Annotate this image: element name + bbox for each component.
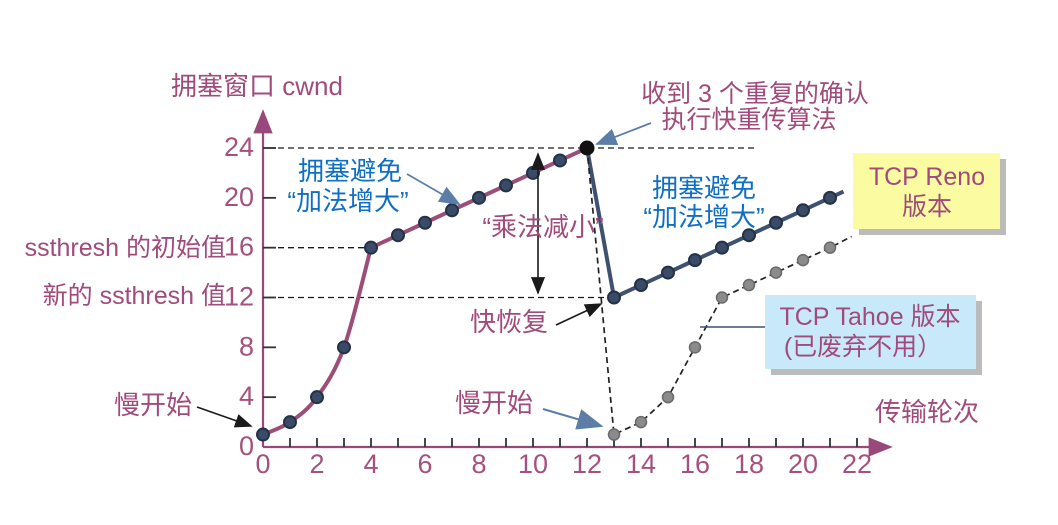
- tahoe-box: [765, 295, 976, 369]
- tcp-reno-fast-recovery-point-15: [661, 265, 675, 280]
- congestion-avoidance-2-line2: “加法增大”: [643, 202, 764, 232]
- reno-box: [853, 153, 1000, 229]
- reno-slow-start-and-congestion-avoidance-point-6: [418, 215, 432, 230]
- reno-slow-start-and-congestion-avoidance-point-3: [337, 340, 351, 355]
- slow-start-mid-label: 慢开始: [455, 388, 533, 418]
- x-tick-label-22: 22: [842, 449, 872, 479]
- tcp-tahoe-point-14: [634, 415, 648, 429]
- data-series: [256, 140, 852, 442]
- x-tick-label-8: 8: [471, 449, 486, 479]
- reno-slow-start-and-congestion-avoidance-point-2: [310, 390, 324, 405]
- dashed-guide-lines: [268, 147, 758, 299]
- reno-slow-start-and-congestion-avoidance-point-7: [445, 203, 459, 218]
- y-tick-label-8: 8: [239, 331, 254, 361]
- reno-box-line1: TCP Reno: [869, 163, 985, 191]
- slow-start-mid-arrow: [542, 407, 604, 430]
- x-tick-label-4: 4: [363, 449, 378, 479]
- tcp-tahoe-point-20: [796, 253, 810, 267]
- tcp-tahoe-point-21: [823, 241, 837, 254]
- tcp-reno-fast-recovery-point-14: [634, 278, 648, 293]
- tcp-tahoe-point-15: [661, 390, 675, 404]
- slow-start-left-label: 慢开始: [114, 390, 192, 420]
- congestion-avoidance-2-line1: 拥塞避免: [652, 173, 756, 203]
- fast-recovery-arrow: [555, 303, 603, 326]
- y-tick-label-4: 4: [239, 381, 254, 411]
- x-tick-label-18: 18: [734, 449, 764, 479]
- x-tick-label-12: 12: [572, 449, 602, 479]
- reno-slow-start-and-congestion-avoidance-point-0: [256, 427, 270, 442]
- reno-slow-start-and-congestion-avoidance-point-4: [364, 240, 378, 255]
- reno-slow-start-and-congestion-avoidance-point-11: [553, 153, 567, 168]
- tcp-tahoe-point-17: [715, 291, 729, 304]
- congestion-avoidance-1-line2: “加法增大”: [287, 186, 408, 216]
- multiplicative-decrease-label: “乘法减小”: [482, 212, 603, 242]
- congestion-avoidance-1-line1: 拥塞避免: [298, 156, 402, 186]
- reno-box-line2: 版本: [902, 193, 952, 221]
- dup-ack-arrow: [594, 122, 652, 146]
- y-tick-label-16: 16: [224, 232, 254, 262]
- tcp-reno-fast-recovery-point-13: [607, 290, 621, 305]
- x-tick-label-0: 0: [255, 449, 270, 479]
- tcp-reno-fast-recovery-point-17: [715, 240, 729, 255]
- tcp-tahoe-point-19: [769, 266, 783, 279]
- x-tick-label-16: 16: [680, 449, 710, 479]
- y-tick-label-12: 12: [224, 282, 254, 312]
- x-tick-label-10: 10: [518, 449, 548, 479]
- slow-start-left-arrow: [196, 406, 253, 428]
- y-tick-label-20: 20: [224, 182, 254, 212]
- ssthresh-initial-label: ssthresh 的初始值: [25, 234, 226, 262]
- x-tick-label-14: 14: [626, 449, 656, 479]
- x-tick-label-2: 2: [309, 449, 324, 479]
- tcp-reno-fast-recovery-point-16: [688, 253, 702, 268]
- tcp-reno-fast-recovery-point-20: [796, 203, 810, 218]
- reno-slow-start-and-congestion-avoidance-point-12: [579, 140, 595, 156]
- fast-recovery-label: 快恢复: [470, 307, 548, 337]
- tcp-tahoe-point-16: [688, 341, 702, 354]
- tahoe-box-line2: (已废弃不用）: [784, 333, 942, 361]
- tcp-reno-fast-recovery-point-18: [742, 228, 756, 243]
- dup-ack-line2: 执行快重传算法: [661, 106, 836, 134]
- tcp-tahoe-point-13: [607, 428, 621, 441]
- reno-slow-start-and-congestion-avoidance-point-1: [283, 415, 297, 430]
- y-axis-title: 拥塞窗口 cwnd: [171, 71, 343, 101]
- congestion-avoidance-1-arrow: [406, 173, 461, 206]
- tahoe-box-line1: TCP Tahoe 版本: [779, 303, 960, 331]
- dup-ack-line1: 收到 3 个重复的确认: [641, 80, 869, 108]
- x-tick-label-6: 6: [417, 449, 432, 479]
- tcp-tahoe-point-18: [742, 278, 756, 292]
- reno-slow-start-and-congestion-avoidance-point-5: [391, 228, 405, 243]
- reno-slow-start-and-congestion-avoidance-point-8: [472, 190, 486, 205]
- y-tick-label-24: 24: [224, 132, 254, 162]
- tcp-reno-fast-recovery-point-19: [769, 215, 783, 230]
- x-axis-title: 传输轮次: [875, 397, 979, 427]
- y-tick-label-0: 0: [239, 431, 254, 461]
- ssthresh-new-label: 新的 ssthresh 值: [43, 282, 226, 310]
- x-tick-label-20: 20: [788, 449, 818, 479]
- tcp-reno-fast-recovery-point-21: [823, 190, 837, 205]
- reno-slow-start-and-congestion-avoidance-point-9: [499, 178, 513, 193]
